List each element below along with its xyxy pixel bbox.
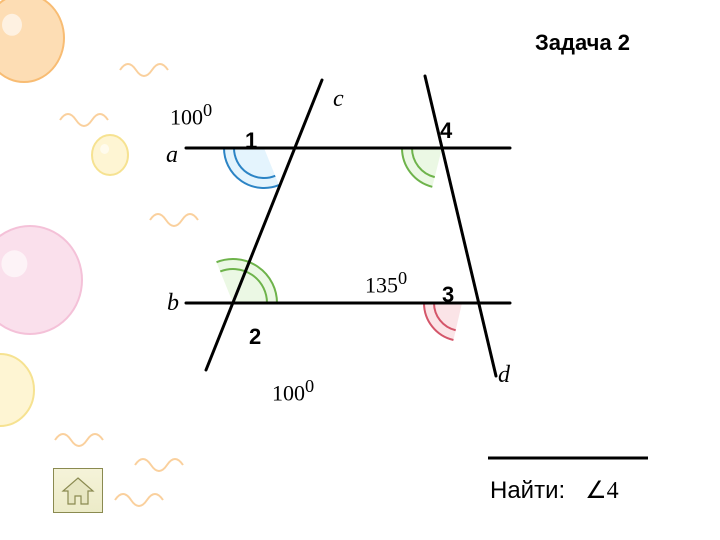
home-icon	[61, 476, 95, 506]
measure-angle-1: 1000	[170, 100, 212, 130]
angle-number-1: 1	[245, 128, 257, 154]
measure-angle-2: 1000	[272, 376, 314, 406]
home-button[interactable]	[53, 468, 103, 513]
angle-number-4: 4	[440, 118, 452, 144]
measure-angle-3: 1350	[365, 268, 407, 298]
angle-number-2: 2	[249, 324, 261, 350]
problem-title: Задача 2	[535, 30, 655, 55]
geometry-figure	[0, 0, 720, 540]
label-b: b	[167, 290, 179, 317]
find-label: Найти: ∠4	[490, 478, 660, 504]
label-a: a	[166, 142, 178, 169]
angle-number-3: 3	[442, 282, 454, 308]
label-c: c	[333, 86, 344, 113]
label-d: d	[498, 362, 510, 389]
